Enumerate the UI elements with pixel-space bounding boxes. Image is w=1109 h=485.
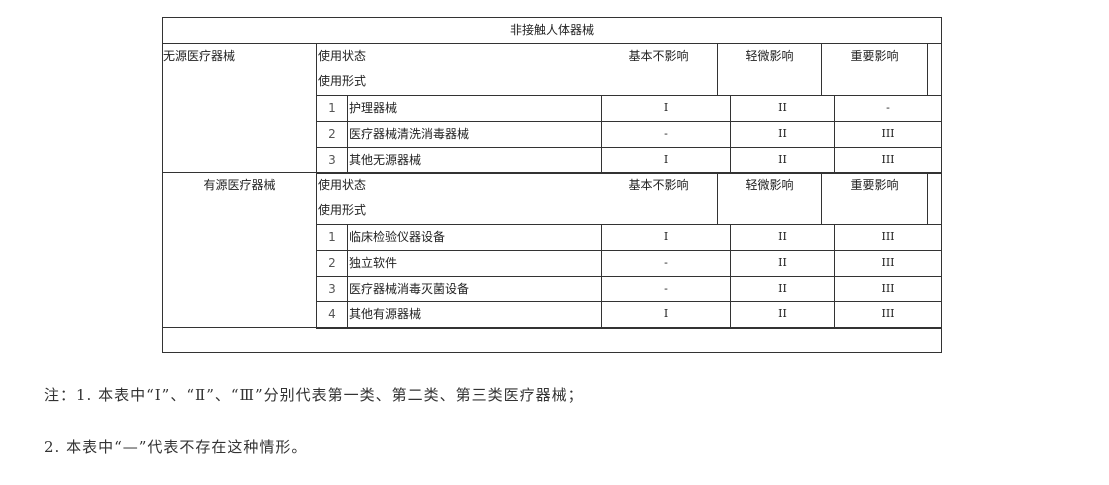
impact-header: 基本不影响 [600, 43, 718, 96]
impact-header: 轻微影响 [717, 172, 822, 225]
row-number: 4 [316, 301, 348, 329]
row-value: II [730, 95, 835, 122]
row-number: 2 [316, 250, 348, 277]
row-name: 临床检验仪器设备 [347, 224, 602, 251]
row-name: 其他有源器械 [347, 301, 602, 329]
row-value: - [601, 121, 731, 148]
row-value: - [601, 250, 731, 277]
row-value: II [730, 147, 835, 174]
row-value: III [834, 121, 942, 148]
row-name: 护理器械 [347, 95, 602, 122]
row-number: 2 [316, 121, 348, 148]
row-value: III [834, 276, 942, 302]
table-title: 非接触人体器械 [162, 17, 942, 44]
row-number: 3 [316, 147, 348, 174]
usage-state-label: 使用状态 [318, 49, 367, 63]
blank-row [162, 327, 942, 353]
row-number: 3 [316, 276, 348, 302]
header-spacer [927, 43, 942, 96]
row-name: 独立软件 [347, 250, 602, 277]
note-1: 注：1. 本表中“Ⅰ”、“Ⅱ”、“Ⅲ”分别代表第一类、第二类、第三类医疗器械； [44, 386, 584, 404]
usage-form-label: 使用形式 [318, 203, 367, 217]
row-number: 1 [316, 224, 348, 251]
row-value: III [834, 224, 942, 251]
note-2: 2. 本表中“—”代表不存在这种情形。 [44, 438, 308, 456]
row-value: II [730, 224, 835, 251]
row-name: 医疗器械消毒灭菌设备 [347, 276, 602, 302]
row-value: - [601, 276, 731, 302]
row-value: I [601, 301, 731, 329]
row-name: 其他无源器械 [347, 147, 602, 174]
impact-header: 基本不影响 [600, 172, 718, 225]
row-value: II [730, 250, 835, 277]
impact-header: 轻微影响 [717, 43, 822, 96]
impact-header: 重要影响 [821, 43, 928, 96]
row-number: 1 [316, 95, 348, 122]
row-value: II [730, 276, 835, 302]
group-name-active: 有源医疗器械 [162, 172, 317, 328]
row-value: III [834, 301, 942, 329]
row-value: I [601, 224, 731, 251]
row-value: III [834, 147, 942, 174]
row-value: I [601, 95, 731, 122]
row-value: III [834, 250, 942, 277]
row-value: I [601, 147, 731, 174]
row-value: II [730, 121, 835, 148]
row-value: - [834, 95, 942, 122]
row-name: 医疗器械清洗消毒器械 [347, 121, 602, 148]
usage-form-label: 使用形式 [318, 74, 367, 88]
usage-state-label: 使用状态 [318, 178, 367, 192]
row-value: II [730, 301, 835, 329]
header-spacer [927, 172, 942, 225]
group-name-passive: 无源医疗器械 [162, 43, 317, 173]
impact-header: 重要影响 [821, 172, 928, 225]
